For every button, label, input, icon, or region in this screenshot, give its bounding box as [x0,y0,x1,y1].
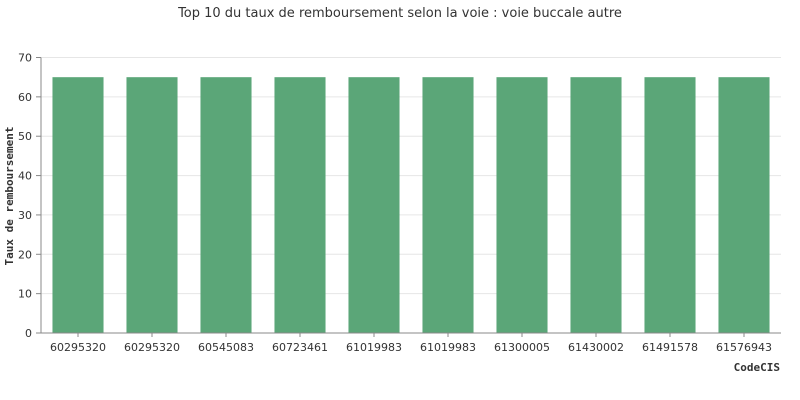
x-tick-label: 61576943 [716,341,772,354]
bar [348,77,400,333]
y-tick-label: 0 [25,327,32,340]
x-tick-label: 60295320 [124,341,180,354]
bar [496,77,548,333]
y-tick-label: 70 [18,52,32,65]
x-axis-ticks: 60295320 60295320 60545083 60723461 61019983… [50,333,772,354]
x-tick-label: 61019983 [420,341,476,354]
x-tick-label: 60723461 [272,341,328,354]
bar [644,77,696,333]
bar [570,77,622,333]
y-tick-label: 10 [18,288,32,301]
y-axis-ticks: 0 10 20 30 40 50 60 70 [18,52,41,340]
bar [274,77,326,333]
chart-title: Top 10 du taux de remboursement selon la… [177,6,622,21]
x-tick-label: 61491578 [642,341,698,354]
x-axis-title: CodeCIS [734,361,780,374]
bars [52,77,770,333]
bar [200,77,252,333]
y-tick-label: 50 [18,130,32,143]
bar [718,77,770,333]
x-tick-label: 60545083 [198,341,254,354]
y-tick-label: 30 [18,209,32,222]
bar [52,77,104,333]
x-tick-label: 61430002 [568,341,624,354]
y-tick-label: 40 [18,170,32,183]
bar [422,77,474,333]
y-axis-title: Taux de remboursement [3,126,16,265]
x-tick-label: 60295320 [50,341,106,354]
bar [126,77,178,333]
y-tick-label: 60 [18,91,32,104]
x-tick-label: 61019983 [346,341,402,354]
y-tick-label: 20 [18,248,32,261]
x-tick-label: 61300005 [494,341,550,354]
